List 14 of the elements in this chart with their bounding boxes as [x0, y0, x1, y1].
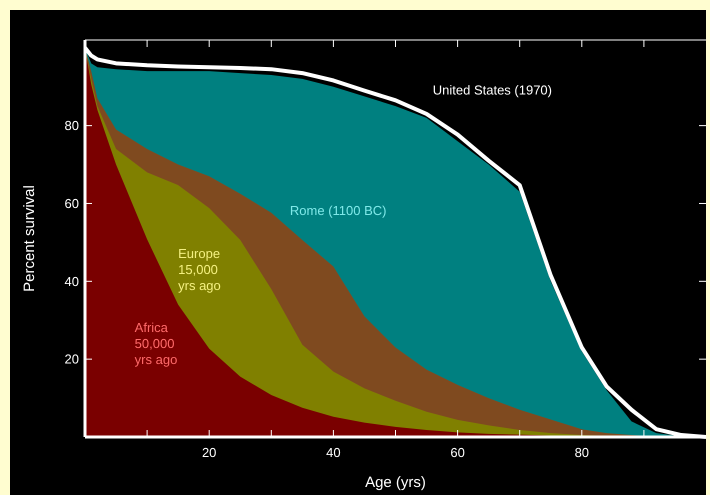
y-tick-label: 80	[64, 118, 79, 134]
x-tick-label: 60	[450, 445, 465, 460]
series-label: Africa 50,000 yrs ago	[134, 320, 178, 367]
series-label: Rome (1100 BC)	[290, 203, 387, 218]
x-tick-label: 20	[202, 445, 216, 460]
y-tick-label: 20	[64, 352, 79, 367]
x-tick-label: 80	[574, 445, 590, 460]
y-tick-label: 60	[64, 196, 79, 212]
y-tick-label: 40	[64, 274, 79, 289]
y-axis-title: Percent survival	[21, 185, 38, 292]
series-label: Europe 15,000 yrs ago	[178, 246, 221, 293]
series-label: United States (1970)	[432, 82, 552, 98]
x-axis-title: Age (yrs)	[365, 474, 426, 491]
x-tick-label: 40	[326, 445, 341, 460]
